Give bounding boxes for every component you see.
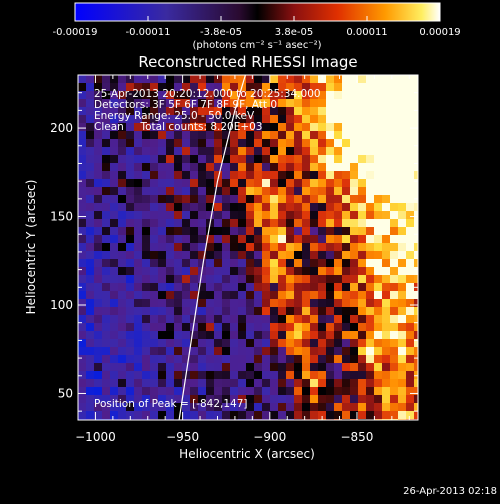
- colorbar-tick-label: 3.8e-05: [275, 27, 313, 38]
- x-axis-title: Heliocentric X (arcsec): [179, 447, 315, 461]
- colorbar-tick-label: 0.00019: [419, 27, 460, 38]
- colorbar-tick-label: 0.00011: [346, 27, 387, 38]
- solar-limb-curve: [178, 75, 246, 420]
- heatmap-image: [78, 75, 418, 420]
- x-axis: −1000 −950 −900 −850: [75, 75, 410, 444]
- annotation-energy-range: Energy Range: 25.0 - 50.0 keV: [94, 110, 255, 122]
- y-tick-label: 50: [58, 386, 73, 400]
- y-axis: 50 100 150 200: [50, 74, 418, 412]
- x-tick-label: −950: [166, 430, 199, 444]
- annotation-counts: Clean Total counts: 8.20E+03: [94, 121, 263, 133]
- info-annotations: 25-Apr-2013 20:20:12.000 to 20:25:34.000…: [94, 88, 321, 133]
- peak-position-label: Position of Peak = [-842,147]: [94, 398, 248, 410]
- y-tick-label: 100: [50, 298, 73, 312]
- colorbar-tick-label: -0.00019: [53, 27, 98, 38]
- colorbar-ticks: -0.00019 -0.00011 -3.8e-05 3.8e-05 0.00011 0.…: [53, 16, 461, 38]
- x-tick-label: −850: [340, 430, 373, 444]
- plot-frame: [77, 74, 419, 421]
- annotation-detectors: Detectors: 3F 5F 6F 7F 8F 9F, Att 0: [94, 99, 277, 111]
- footer-timestamp: 26-Apr-2013 02:18: [403, 486, 497, 497]
- chart-title: Reconstructed RHESSI Image: [138, 53, 357, 71]
- annotation-time-range: 25-Apr-2013 20:20:12.000 to 20:25:34.000: [94, 88, 321, 100]
- y-tick-label: 200: [50, 121, 73, 135]
- y-axis-title: Heliocentric Y (arcsec): [24, 180, 38, 315]
- colorbar-gradient: [74, 2, 441, 22]
- colorbar-units: (photons cm⁻² s⁻¹ asec⁻²): [192, 40, 321, 51]
- y-tick-label: 150: [50, 210, 73, 224]
- x-tick-label: −1000: [75, 430, 116, 444]
- colorbar: -0.00019 -0.00011 -3.8e-05 3.8e-05 0.00011 0.…: [53, 2, 461, 51]
- colorbar-tick-label: -3.8e-05: [200, 27, 242, 38]
- colorbar-tick-label: -0.00011: [126, 27, 171, 38]
- x-tick-label: −900: [253, 430, 286, 444]
